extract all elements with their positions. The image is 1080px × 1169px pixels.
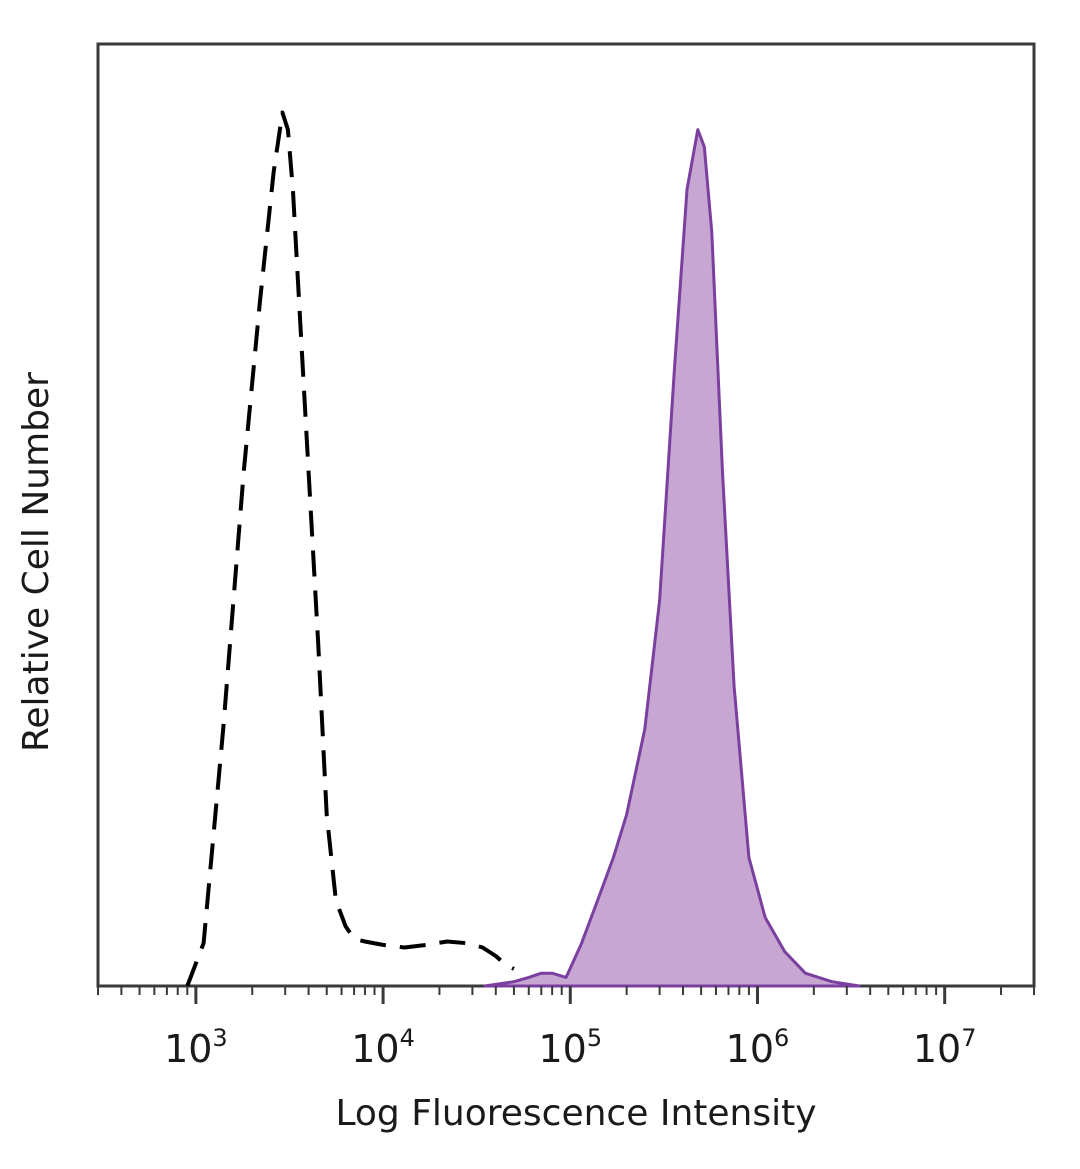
x-axis-ticks: 103 104 105 106 107 [97,986,1035,1071]
x-tick-label: 106 [726,1024,790,1071]
control-histogram-dashed [185,110,515,987]
x-tick-label: 103 [164,1024,228,1071]
y-axis-title: Relative Cell Number [16,372,57,752]
series-layer [185,110,861,988]
plot-frame [96,42,1036,988]
x-tick-label: 107 [913,1024,977,1071]
x-tick-label: 104 [351,1024,415,1071]
x-axis-title: Log Fluorescence Intensity [335,1093,816,1134]
sample-histogram-filled [483,128,861,988]
x-tick-label: 105 [538,1024,602,1071]
